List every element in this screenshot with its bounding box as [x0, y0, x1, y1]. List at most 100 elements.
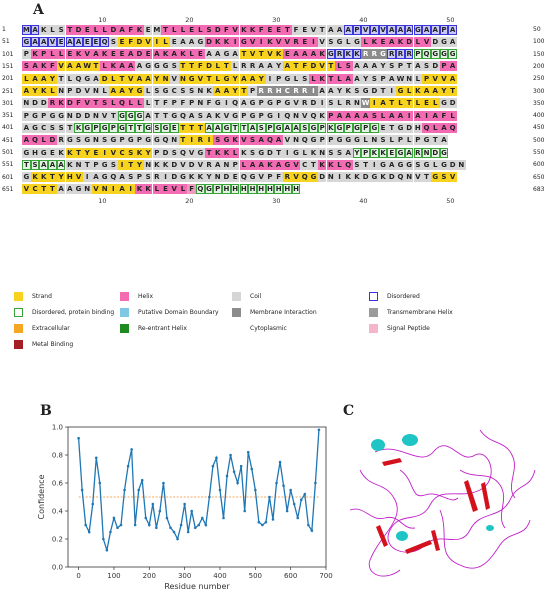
- residue: N: [317, 147, 327, 158]
- residue: R: [291, 86, 301, 96]
- residue: R: [300, 98, 310, 109]
- residue: T: [178, 122, 188, 133]
- residue: S: [343, 61, 353, 72]
- data-point: [289, 488, 292, 492]
- residue: G: [256, 147, 266, 158]
- residue: K: [413, 86, 423, 96]
- residue: H: [230, 184, 240, 195]
- data-point: [314, 481, 317, 485]
- residue: D: [448, 98, 457, 109]
- data-point: [98, 481, 102, 485]
- row-end-number: 300: [533, 87, 545, 95]
- data-point: [215, 456, 218, 460]
- residue: P: [117, 135, 127, 146]
- residue: F: [126, 24, 136, 35]
- residue: I: [309, 86, 318, 96]
- residue: S: [178, 86, 188, 96]
- residue: G: [161, 86, 170, 96]
- residue: A: [126, 49, 136, 60]
- residue: A: [439, 122, 449, 133]
- residue: Y: [361, 73, 370, 84]
- residue: R: [343, 98, 353, 109]
- residue: A: [204, 49, 214, 60]
- residue: T: [126, 159, 136, 170]
- residue: A: [430, 110, 440, 121]
- residue: T: [22, 159, 31, 170]
- residue: G: [100, 122, 109, 133]
- data-point: [151, 502, 155, 506]
- residue: T: [161, 110, 170, 121]
- residue: Q: [343, 159, 353, 170]
- residue: H: [413, 122, 423, 133]
- residue: N: [100, 184, 109, 195]
- residue: G: [430, 49, 440, 60]
- legend-swatch: [369, 308, 378, 317]
- residue: G: [335, 36, 344, 47]
- residue: E: [91, 36, 101, 47]
- residue: R: [56, 135, 66, 146]
- residue: S: [413, 159, 423, 170]
- residue: V: [56, 61, 66, 72]
- legend-label: Putative Domain Boundary: [138, 309, 219, 316]
- y-tick-label: 0.4: [52, 508, 64, 516]
- residue: L: [291, 73, 301, 84]
- data-point: [165, 516, 169, 520]
- residue: V: [187, 147, 196, 158]
- residue: I: [422, 110, 431, 121]
- row-end-number: 200: [533, 62, 545, 70]
- residue: N: [196, 86, 205, 96]
- residue: M: [152, 24, 162, 35]
- residue: L: [152, 184, 162, 195]
- legend-label: Re-entrant Helix: [138, 325, 187, 332]
- residue: T: [65, 24, 75, 35]
- residue: P: [248, 86, 257, 96]
- data-point: [133, 523, 137, 527]
- residue: N: [91, 110, 101, 121]
- y-axis-label: Confidence: [37, 474, 46, 519]
- residue: G: [152, 61, 162, 72]
- residue: P: [317, 122, 327, 133]
- residue: L: [230, 147, 240, 158]
- residue: S: [256, 122, 266, 133]
- residue: V: [430, 73, 440, 84]
- residue: G: [82, 135, 92, 146]
- residue: C: [117, 147, 127, 158]
- residue: L: [430, 159, 440, 170]
- residue: G: [222, 73, 231, 84]
- residue: K: [239, 147, 249, 158]
- residue: P: [22, 49, 31, 60]
- residue: D: [100, 73, 109, 84]
- residue: A: [291, 122, 301, 133]
- residue: L: [109, 73, 118, 84]
- residue: L: [100, 61, 109, 72]
- residue: Q: [265, 135, 275, 146]
- residue: C: [169, 86, 179, 96]
- data-point: [250, 467, 254, 471]
- residue: N: [422, 147, 431, 158]
- residue: R: [291, 36, 301, 47]
- residue: F: [178, 98, 188, 109]
- residue: E: [56, 36, 66, 47]
- residue: G: [222, 49, 231, 60]
- residue: D: [169, 159, 179, 170]
- residue: N: [143, 159, 153, 170]
- residue: L: [413, 98, 423, 109]
- residue: D: [30, 98, 40, 109]
- residue: P: [396, 61, 405, 72]
- residue: G: [178, 172, 188, 183]
- residue: H: [256, 184, 266, 195]
- residue: K: [317, 110, 327, 121]
- residue: T: [178, 61, 188, 72]
- residue: I: [126, 184, 136, 195]
- residue: K: [161, 159, 170, 170]
- legend-label: Cytoplasmic: [250, 325, 287, 332]
- residue: A: [448, 36, 457, 47]
- residue: V: [309, 24, 318, 35]
- row-end-number: 450: [533, 124, 545, 132]
- residue: V: [317, 61, 327, 72]
- residue: D: [430, 61, 440, 72]
- residue: P: [91, 122, 101, 133]
- legend-item: Membrane Interaction: [232, 308, 317, 317]
- residue: P: [361, 122, 370, 133]
- residue: A: [239, 98, 249, 109]
